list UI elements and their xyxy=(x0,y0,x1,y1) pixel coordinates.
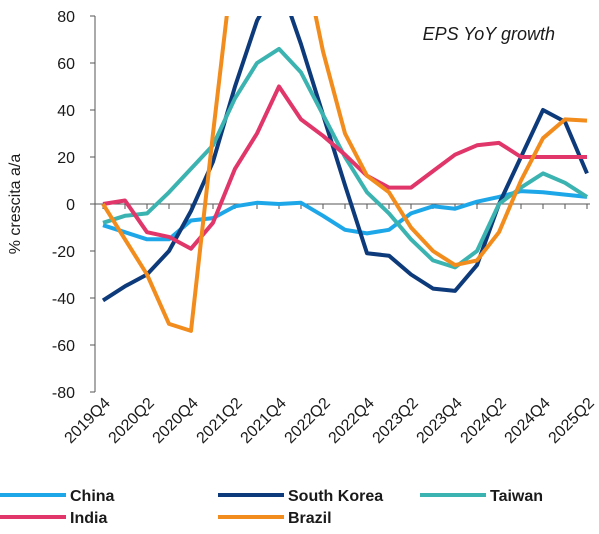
y-tick-label: 80 xyxy=(57,9,75,26)
y-tick-label: -40 xyxy=(52,291,75,308)
y-tick-label: 40 xyxy=(57,103,75,120)
legend-label: South Korea xyxy=(288,488,383,505)
x-tick-label: 2019Q4 xyxy=(62,395,114,447)
series-line xyxy=(101,16,588,333)
x-tick-label: 2023Q2 xyxy=(370,395,422,447)
plot-lines xyxy=(101,16,589,333)
x-tick-label: 2020Q4 xyxy=(150,395,202,447)
legend-label: Taiwan xyxy=(490,488,543,505)
x-tick-label: 2023Q4 xyxy=(414,395,466,447)
y-tick-label: 60 xyxy=(57,56,75,73)
x-tick-label: 2020Q2 xyxy=(106,395,158,447)
y-tick-label: 0 xyxy=(66,197,75,214)
x-tick-label: 2022Q2 xyxy=(282,395,334,447)
y-axis-label: % crescita a/a xyxy=(7,154,24,255)
x-tick-label: 2021Q2 xyxy=(194,395,246,447)
x-tick-label: 2025Q2 xyxy=(546,395,598,447)
y-tick-label: -60 xyxy=(52,338,75,355)
series-line xyxy=(102,84,587,251)
series-line xyxy=(101,16,589,303)
annotation: EPS YoY growth xyxy=(423,24,555,44)
x-tick-label: 2022Q4 xyxy=(326,395,378,447)
y-tick-label: -80 xyxy=(52,385,75,402)
legend-label: India xyxy=(70,510,107,527)
x-tick-label: 2024Q4 xyxy=(502,395,554,447)
legend-label: Brazil xyxy=(288,510,332,527)
legend-label: China xyxy=(70,488,115,505)
y-tick-label: -20 xyxy=(52,244,75,261)
x-tick-label: 2021Q4 xyxy=(238,395,290,447)
y-tick-label: 20 xyxy=(57,150,75,167)
x-tick-label: 2024Q2 xyxy=(458,395,510,447)
